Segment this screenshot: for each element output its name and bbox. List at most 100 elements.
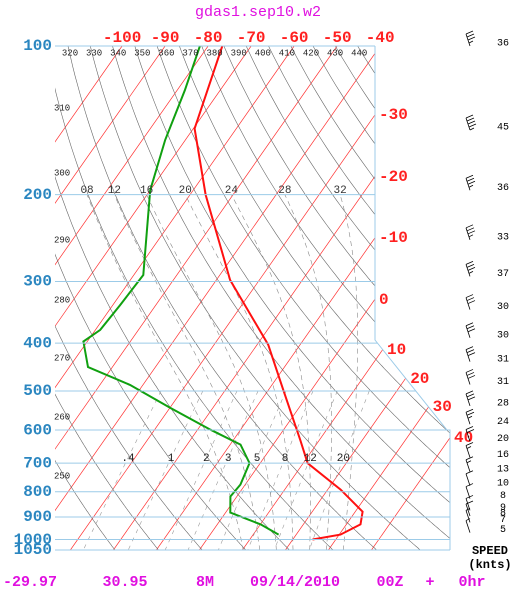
speed-value: 7 [500,515,506,526]
theta-label: 270 [54,353,70,363]
barb-tick [465,322,474,327]
temp-label-top: -50 [323,29,352,47]
dry-adiabat [55,46,159,550]
barb-staff [465,473,471,486]
theta-label: 350 [134,48,150,58]
theta-label: 400 [255,48,271,58]
barb-tick [465,456,474,461]
theta-label: 250 [54,471,70,481]
barb-tick [465,174,474,179]
theta-label: 360 [158,48,174,58]
barb-tick [465,470,474,475]
wind-barb [465,500,474,517]
isotherm [113,46,450,550]
wind-barb [465,114,477,131]
mixing-label: .4 [121,453,135,465]
barb-tick [467,352,476,356]
barb-tick [466,460,472,464]
dry-adiabat [55,46,203,550]
barb-tick [466,264,475,268]
wind-barb [465,322,476,338]
moist-adiabat [146,194,277,550]
mixing-label: 3 [225,453,232,465]
barb-staff [465,445,471,458]
theta-label: 370 [182,48,198,58]
isotherm [55,46,166,550]
barb-tick [467,120,476,125]
mixing-ratio-line [164,390,238,550]
plot-border [374,46,451,550]
temp-label-right: 40 [454,429,473,447]
speed-value: 9 [500,503,506,514]
dry-adiabat [55,46,334,550]
wind-barb [465,390,476,407]
pressure-label: 800 [23,483,52,501]
speed-value: 8 [500,509,506,520]
theta-label: 330 [86,48,102,58]
barb-tick [465,346,474,350]
footer-text: 30.95 [102,574,147,591]
dry-adiabat [55,46,290,550]
barb-tick [467,396,476,401]
wind-barb [465,470,474,486]
barb-staff [465,520,471,533]
speed-value: 36 [497,183,509,194]
mixing-ratio-line [218,390,287,550]
theta-label: 410 [279,48,295,58]
barb-tick [466,429,475,433]
moist-adiabat [184,194,294,550]
barb-tick [466,446,472,449]
theta-label: 320 [62,48,78,58]
mixing-ratio-line [274,390,338,550]
dry-adiabat [223,46,450,550]
pressure-label: 200 [23,186,52,204]
mixing-label: 1 [168,453,175,465]
moist-adiabat [86,194,244,550]
mixing-ratio-line [83,390,162,550]
barb-tick [465,500,474,505]
barb-tick [469,127,475,131]
temp-label-right: 0 [379,291,389,309]
theta-label: 260 [54,412,70,422]
dry-adiabat [335,46,450,550]
barb-tick [467,267,476,271]
barb-tick [468,40,474,44]
isotherm [55,46,295,550]
isotherm [55,46,338,550]
speed-value: 36 [497,39,509,50]
footer-text: 8M [196,574,214,591]
wind-barb [465,483,474,499]
barb-tick [465,224,474,229]
barb-tick [465,369,474,373]
wind-barb [465,456,474,472]
wind-barb [465,408,475,425]
barb-tick [466,349,475,353]
barb-tick [465,495,474,499]
moist-adiabat [114,194,261,550]
barb-staff [465,510,471,523]
barb-tick [467,415,473,419]
barb-tick [467,36,476,41]
barb-tick [467,375,476,379]
dry-adiabat [312,46,450,550]
barb-tick [465,483,474,487]
pressure-label: 400 [23,334,52,352]
mixing-label: 20 [337,453,350,465]
mixing-label: 2 [203,453,210,465]
dry-adiabat [55,46,247,550]
temp-label-right: -10 [379,229,408,247]
isotherm [55,46,123,550]
moist-label: 16 [140,185,153,197]
barb-tick [466,117,475,122]
theta-label: 430 [327,48,343,58]
isotherm [328,46,450,550]
chart-title: gdas1.sep10.w2 [195,4,321,21]
pressure-label: 300 [23,273,52,291]
barb-tick [466,297,475,301]
isotherm [285,46,450,550]
wind-barb [465,369,476,385]
footer-text: -29.97 [3,574,57,591]
speed-value: 10 [497,478,509,489]
barb-tick [465,426,474,430]
